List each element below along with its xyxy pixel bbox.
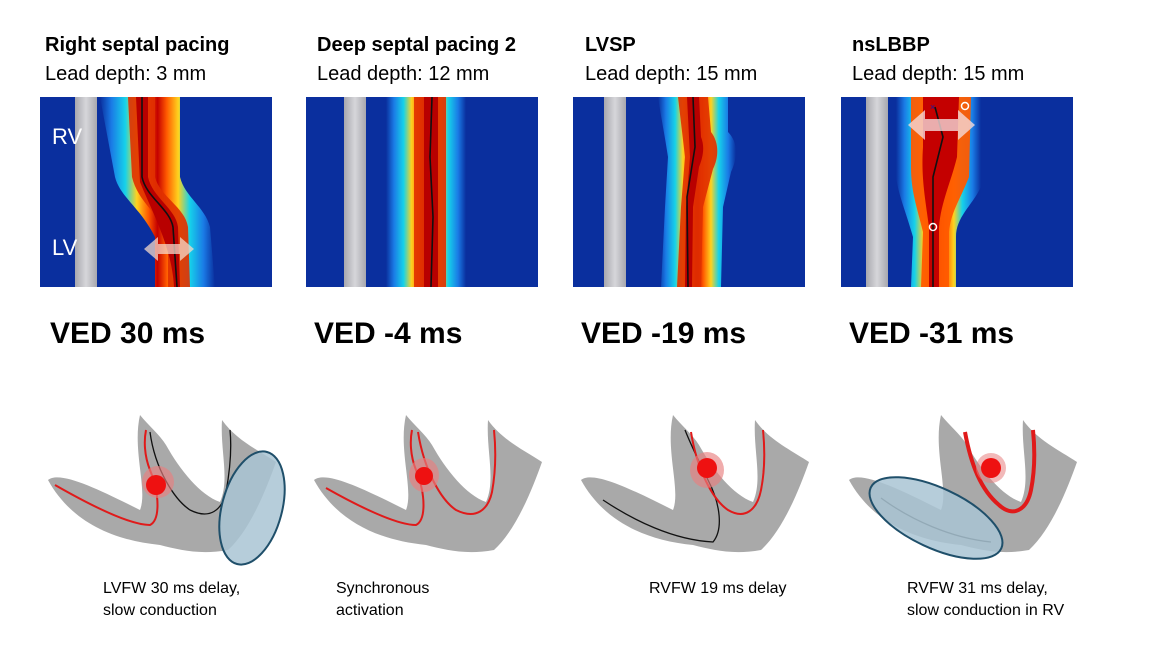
delay-region-ellipse	[868, 476, 1004, 560]
rv-label: RV	[52, 124, 83, 149]
caption-line: RVFW 19 ms delay	[649, 580, 787, 597]
panel-title: Right septal pacing	[45, 34, 230, 56]
panel-title: LVSP	[585, 34, 636, 56]
heart-schematic	[48, 415, 286, 566]
activation-map: ×	[841, 97, 1073, 287]
delay-region-ellipse	[218, 450, 286, 566]
panel-right-septal-pacing: Right septal pacing Lead depth: 3 mm RV …	[40, 0, 310, 649]
panel-deep-septal-pacing: Deep septal pacing 2 Lead depth: 12 mm V…	[306, 0, 576, 649]
caption-line: Synchronous	[336, 580, 430, 597]
svg-text:×: ×	[930, 102, 935, 112]
panel-title: nsLBBP	[852, 34, 930, 56]
heart-schematic	[314, 415, 542, 553]
ved-value: VED -4 ms	[314, 317, 463, 350]
caption-line: RVFW 31 ms delay,	[907, 580, 1048, 597]
heart-schematic	[581, 415, 809, 553]
caption-line: slow conduction	[103, 602, 217, 619]
lv-label: LV	[52, 235, 78, 260]
pacing-site-dot	[697, 458, 717, 478]
pacing-site-dot	[415, 467, 433, 485]
lead-depth-label: Lead depth: 3 mm	[45, 63, 207, 85]
activation-map	[573, 97, 805, 287]
pacing-site-dot	[146, 475, 166, 495]
caption: Synchronous activation	[336, 578, 429, 622]
heart-schematic	[849, 415, 1077, 560]
double-arrow-icon	[908, 110, 975, 140]
pacing-site-dot	[981, 458, 1001, 478]
double-arrow-icon	[144, 237, 194, 261]
caption-line: slow conduction in RV	[907, 602, 1065, 619]
panel-nslbbp: nsLBBP Lead depth: 15 mm × VED -31 ms RV…	[841, 0, 1111, 649]
ved-value: VED 30 ms	[50, 317, 206, 350]
caption-line: activation	[336, 602, 404, 619]
activation-map	[306, 97, 538, 287]
panel-title: Deep septal pacing 2	[317, 34, 516, 56]
caption: RVFW 19 ms delay	[649, 578, 787, 600]
lead-depth-label: Lead depth: 15 mm	[852, 63, 1025, 85]
caption: LVFW 30 ms delay, slow conduction	[103, 578, 240, 622]
caption-line: LVFW 30 ms delay,	[103, 580, 241, 597]
caption: RVFW 31 ms delay, slow conduction in RV	[907, 578, 1064, 622]
lead-depth-label: Lead depth: 12 mm	[317, 63, 490, 85]
ved-value: VED -31 ms	[849, 317, 1015, 350]
activation-map	[40, 97, 272, 287]
lead-depth-label: Lead depth: 15 mm	[585, 63, 758, 85]
panel-lvsp: LVSP Lead depth: 15 mm VED -19 ms RVFW 1…	[573, 0, 843, 649]
ved-value: VED -19 ms	[581, 317, 747, 350]
